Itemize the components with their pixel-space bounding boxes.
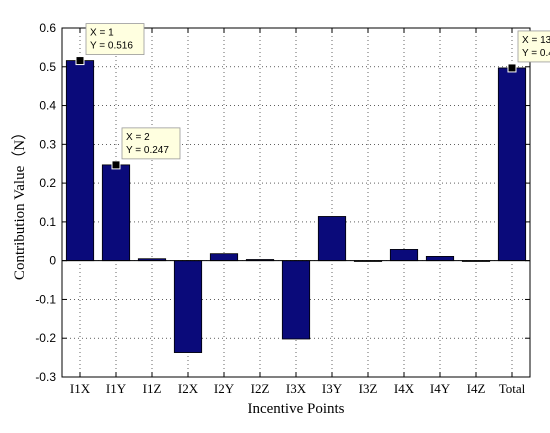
bar-i4y (425, 256, 455, 262)
x-tick-label: I3X (286, 381, 307, 396)
x-tick-label: I2X (178, 381, 199, 396)
bar-i4x (389, 249, 419, 262)
datatips: X = 1 Y = 0.516 X = 2 Y = 0.247 X = 13 Y = 0.… (75, 23, 550, 170)
x-tick-label: Total (499, 381, 526, 396)
bar-i2y (209, 253, 239, 262)
x-tick-label: I4X (394, 381, 415, 396)
bar-i1y (101, 164, 131, 262)
y-axis-ticks: -0.3 -0.2 -0.1 0 0.1 0.2 0.3 0.4 0.5 0.6 (35, 21, 530, 384)
x-tick-label: I3Y (322, 381, 343, 396)
datatip-box (85, 23, 145, 55)
datatip-y: Y = 0.516 (90, 41, 133, 52)
bar-i3x (281, 260, 311, 340)
y-tick-label: 0 (49, 254, 56, 268)
datatip-x: X = 1 (90, 28, 114, 39)
datatip-x: X = 2 (126, 132, 150, 143)
datatip-x: X = 13 (522, 35, 550, 46)
bar-i2x (173, 260, 203, 353)
x-tick-label: I1Y (106, 381, 127, 396)
datatip-box (121, 127, 181, 160)
datatip: X = 1 Y = 0.516 (75, 23, 145, 66)
bars (62, 60, 530, 353)
y-tick-label: 0.2 (39, 176, 56, 190)
x-tick-label: I2Y (214, 381, 235, 396)
datatip-marker (75, 56, 85, 66)
y-tick-label: 0.6 (39, 21, 56, 35)
y-axis-label: Contribution Value（N） (11, 125, 28, 280)
y-tick-label: 0.5 (39, 60, 56, 74)
bar-i3y (317, 216, 347, 262)
datatip-marker (111, 160, 121, 170)
datatip: X = 13 Y = 0.497 (507, 30, 550, 73)
x-tick-label: I1X (70, 381, 91, 396)
x-tick-label: I1Z (143, 381, 162, 396)
datatip-box (517, 30, 550, 63)
x-tick-label: I4Z (467, 381, 486, 396)
y-tick-label: 0.4 (39, 99, 56, 113)
datatip-y: Y = 0.497 (522, 48, 550, 59)
datatip: X = 2 Y = 0.247 (111, 127, 181, 170)
y-tick-label: 0.1 (39, 215, 56, 229)
x-axis-label: Incentive Points (247, 401, 344, 417)
x-tick-label: I4Y (430, 381, 451, 396)
bar-total (497, 67, 527, 262)
y-tick-label: 0.3 (39, 137, 56, 151)
y-tick-label: -0.2 (35, 331, 56, 345)
y-tick-label: -0.3 (35, 370, 56, 384)
x-axis-ticks: I1X I1Y I1Z I2X I2Y I2Z I3X I3Y I3Z I4X I4Y I4Z Tota… (70, 28, 526, 396)
x-tick-label: I3Z (359, 381, 378, 396)
bar-i1x (65, 60, 95, 262)
x-tick-label: I2Z (251, 381, 270, 396)
y-tick-label: -0.1 (35, 292, 56, 306)
datatip-y: Y = 0.247 (126, 145, 169, 156)
datatip-marker (507, 63, 517, 73)
